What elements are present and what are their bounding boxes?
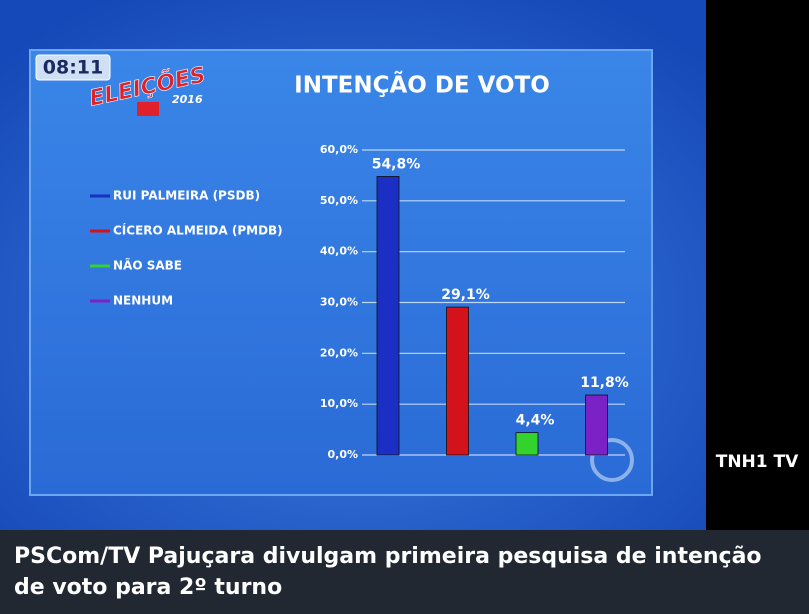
y-tick-label: 40,0% — [320, 245, 358, 258]
chart: 08:11 ELEIÇÕES 2016 INTENÇÃO DE VOTO TNH… — [0, 0, 799, 530]
bar — [376, 176, 400, 456]
legend-label: RUI PALMEIRA (PSDB) — [113, 189, 260, 203]
y-tick-label: 0,0% — [327, 448, 358, 461]
legend-label: NÃO SABE — [113, 258, 182, 273]
caption: PSCom/TV Pajuçara divulgam primeira pesq… — [0, 530, 809, 614]
y-tick-label: 50,0% — [320, 194, 358, 207]
value-label: 54,8% — [372, 156, 421, 172]
y-tick-label: 30,0% — [320, 296, 358, 309]
screen-panel — [29, 49, 653, 496]
time-box — [35, 54, 111, 81]
bar — [515, 432, 539, 456]
time: 08:11 — [43, 57, 103, 79]
y-tick-label: 20,0% — [320, 346, 358, 359]
legend-label: NENHUM — [113, 294, 173, 308]
watermark — [590, 438, 634, 482]
logo-shape — [137, 102, 159, 116]
election-year: 2016 — [172, 93, 203, 106]
bar — [446, 306, 469, 456]
value-label: 4,4% — [516, 413, 555, 429]
chart-title: INTENÇÃO DE VOTO — [294, 71, 550, 99]
y-tick-label: 10,0% — [320, 397, 358, 410]
y-tick-label: 60,0% — [320, 143, 358, 156]
bar — [585, 394, 608, 456]
legend-label: CÍCERO ALMEIDA (PMDB) — [113, 223, 283, 238]
channel-logo: TNH1 TV — [716, 452, 799, 472]
value-label: 11,8% — [580, 375, 629, 391]
value-label: 29,1% — [441, 287, 490, 303]
